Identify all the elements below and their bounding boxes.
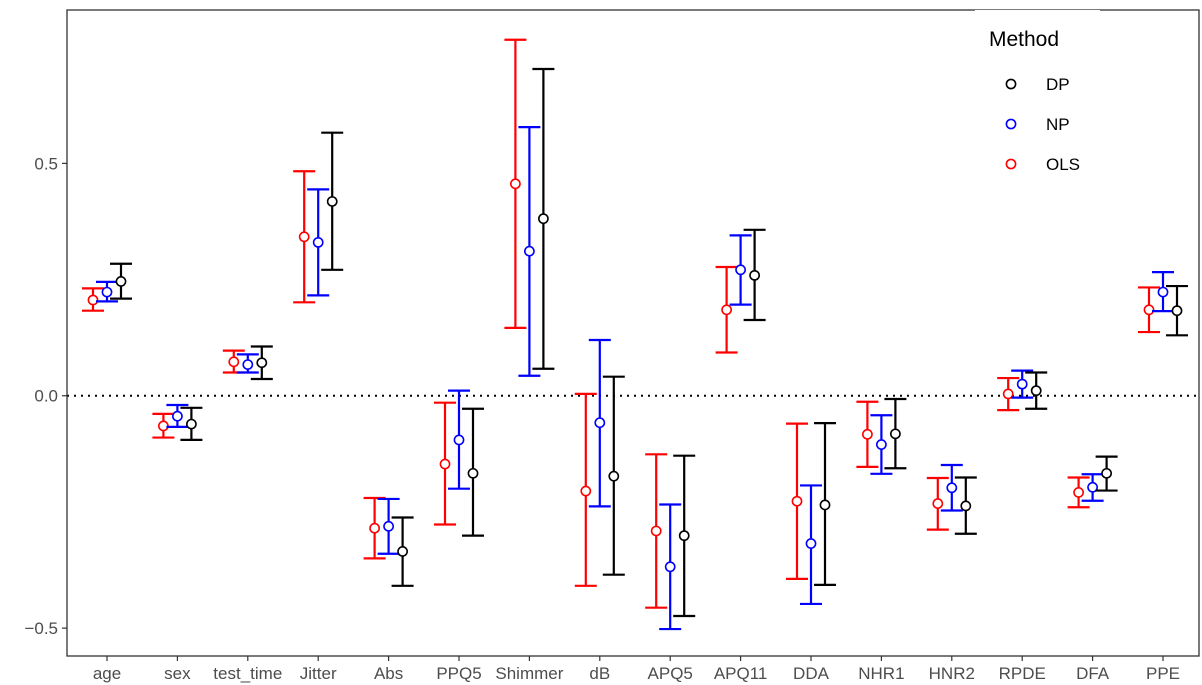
dp-dda-point <box>819 499 831 511</box>
np-dda-point <box>805 538 817 549</box>
dp-ppq5-point <box>467 467 479 479</box>
dp-db-point <box>608 470 620 482</box>
ols-test_time-point <box>228 356 240 368</box>
dp-ppe-point <box>1171 305 1183 317</box>
ols-jitter-point <box>298 231 310 243</box>
x-tick-label-abs: Abs <box>374 664 403 683</box>
dp-age-point <box>115 276 127 287</box>
dp-rpde-point <box>1030 385 1042 397</box>
x-tick-label-ppe: PPE <box>1146 664 1180 683</box>
np-jitter-point <box>312 236 324 248</box>
np-ppq5-point <box>453 434 465 446</box>
dp-abs-point <box>397 546 408 557</box>
legend-title: Method <box>989 28 1059 51</box>
x-tick-label-apq5: APQ5 <box>648 664 693 683</box>
y-tick-label: −0.5 <box>24 619 58 638</box>
legend-label-ols: OLS <box>1046 155 1080 174</box>
np-abs-point <box>383 520 394 532</box>
legend-label-np: NP <box>1046 115 1070 134</box>
np-dfa-point <box>1087 481 1098 493</box>
legend-key-np <box>1005 118 1017 130</box>
dp-apq5-point <box>678 530 690 542</box>
ols-ppe-point <box>1143 304 1155 316</box>
x-tick-label-hnr2: HNR2 <box>929 664 975 683</box>
x-tick-label-apq11: APQ11 <box>714 664 768 683</box>
x-tick-label-nhr1: NHR1 <box>858 664 904 683</box>
x-tick-label-jitter: Jitter <box>300 664 337 683</box>
x-tick-label-db: dB <box>589 664 610 683</box>
np-test_time-point <box>242 359 254 371</box>
ols-shimmer-point <box>510 178 521 190</box>
ols-dfa-point <box>1073 487 1084 498</box>
legend-key-ols <box>1005 158 1017 170</box>
ols-dda-point <box>791 495 803 507</box>
ols-hnr2-point <box>932 498 944 509</box>
panel-border <box>66 9 1200 657</box>
np-db-point <box>594 417 606 429</box>
np-sex-point <box>171 410 183 422</box>
dp-sex-point <box>185 418 197 430</box>
np-apq11-point <box>735 264 746 276</box>
ols-age-point <box>87 294 99 306</box>
x-tick-label-test_time: test_time <box>213 664 282 683</box>
ols-nhr1-point <box>862 428 873 440</box>
ols-rpde-point <box>1002 388 1014 400</box>
dp-shimmer-point <box>538 213 549 225</box>
np-apq5-point <box>664 561 676 573</box>
dp-nhr1-point <box>890 428 901 440</box>
axes: −0.5 0.0 0.5 age sex test_time Jitter Abs PPQ5 Sh… <box>24 9 1200 683</box>
legend-background <box>975 10 1100 200</box>
np-age-point <box>101 286 113 298</box>
legend: Method DP NP OLS <box>975 10 1100 200</box>
np-ppe-point <box>1157 286 1169 298</box>
y-tick-label: 0.5 <box>34 154 58 173</box>
plot-area <box>67 38 1199 631</box>
ols-apq5-point <box>650 525 662 537</box>
y-tick-label: 0.0 <box>34 387 58 406</box>
ols-abs-point <box>369 522 380 534</box>
ols-apq11-point <box>721 304 732 316</box>
dp-test_time-point <box>256 357 268 369</box>
x-tick-label-age: age <box>93 664 121 683</box>
x-tick-label-rpde: RPDE <box>999 664 1046 683</box>
dp-jitter-point <box>326 196 338 207</box>
x-tick-label-ppq5: PPQ5 <box>436 664 481 683</box>
legend-key-dp <box>1005 78 1017 90</box>
dp-apq11-point <box>749 269 760 281</box>
dp-hnr2-point <box>960 500 972 512</box>
legend-label-dp: DP <box>1046 75 1070 94</box>
x-tick-label-dda: DDA <box>793 664 830 683</box>
np-nhr1-point <box>876 439 887 450</box>
np-rpde-point <box>1016 378 1028 390</box>
dp-dfa-point <box>1101 467 1112 479</box>
x-tick-label-sex: sex <box>164 664 191 683</box>
np-shimmer-point <box>524 245 535 257</box>
x-tick-label-shimmer: Shimmer <box>495 664 563 683</box>
x-tick-label-dfa: DFA <box>1076 664 1110 683</box>
ols-db-point <box>580 485 592 497</box>
ols-ppq5-point <box>439 458 451 470</box>
np-hnr2-point <box>946 482 958 494</box>
